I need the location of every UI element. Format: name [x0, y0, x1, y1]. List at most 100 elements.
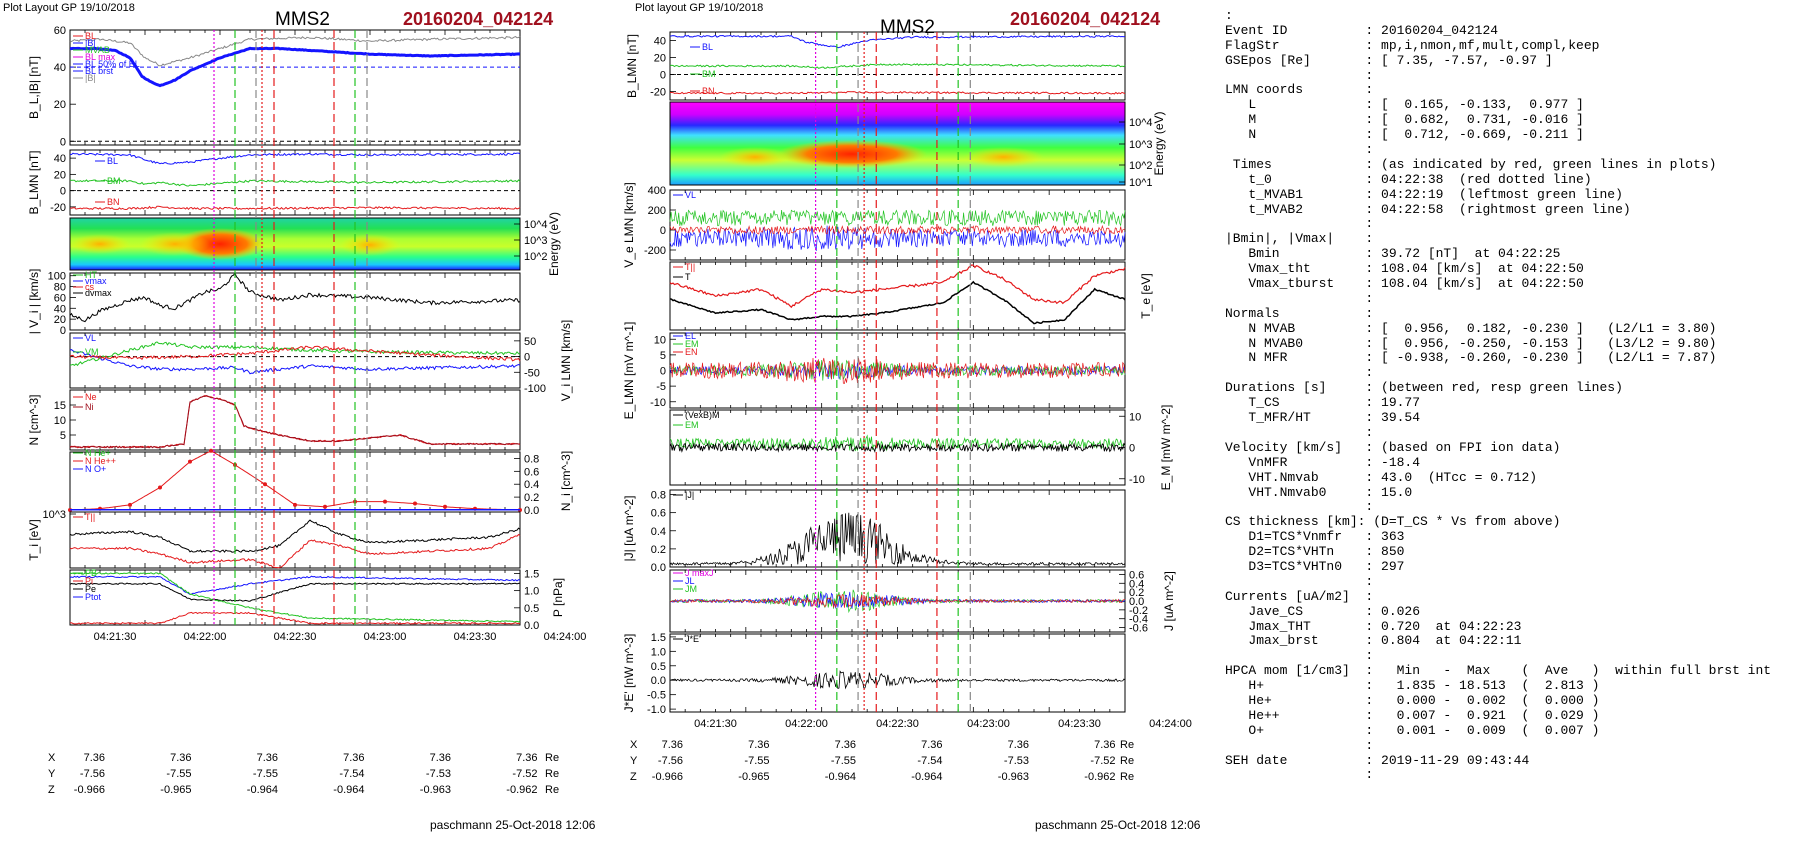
info-line: N : [ 0.712, -0.669, -0.211 ]: [1225, 127, 1584, 143]
y-tick-label: 0: [60, 136, 66, 148]
y-tick-label: -100: [524, 383, 546, 395]
legend-label: BM: [702, 69, 716, 79]
info-line: N MFR : [ -0.938, -0.260, -0.230 ] (L2/L…: [1225, 350, 1717, 366]
data-point: [443, 504, 447, 509]
legend-label: VM: [85, 347, 99, 357]
series-tpar: [69, 519, 521, 553]
panel-density: [69, 389, 521, 451]
series-en: [669, 357, 1126, 384]
y-tick-label: -0.2: [1129, 605, 1148, 617]
time-tick-label: 04:22:00: [785, 718, 828, 730]
info-line: D1=TCS*Vnmfr : 363: [1225, 529, 1405, 545]
position-value: -7.52: [1090, 755, 1116, 767]
time-tick-label: 04:24:00: [544, 631, 587, 643]
legend-label: (VexB)M: [685, 410, 720, 420]
legend-label: JL: [685, 576, 695, 586]
y-axis-label: B_L,|B| [nT]: [27, 56, 41, 119]
info-line: Jave_CS : 0.026: [1225, 603, 1421, 619]
y-tick-label: 0.0: [651, 675, 666, 687]
y-tick-label: 20: [54, 169, 66, 181]
position-row-label: X: [48, 752, 56, 764]
electron-spectrogram-hotspot: [777, 140, 927, 168]
series-tperp: [69, 533, 521, 569]
legend-label: MVAB: [85, 45, 110, 55]
y-axis-label: N_i [cm^-3]: [559, 451, 573, 511]
info-line: Jmax_brst : 0.804 at 04:22:11: [1225, 633, 1522, 649]
y-tick-label: 0.4: [524, 479, 539, 491]
info-line: N MVAB : [ 0.956, 0.182, -0.230 ] (L2/L1…: [1225, 320, 1717, 336]
info-line: :: [1225, 767, 1374, 783]
legend-label: Pe: [85, 584, 96, 594]
info-line: t_MVAB2 : 04:22:58 (rightmost green line…: [1225, 201, 1631, 217]
info-line: LMN coords :: [1225, 82, 1374, 98]
legend-label: Ptot: [85, 592, 102, 602]
position-value: 7.36: [343, 752, 365, 764]
series-VL: [69, 349, 521, 375]
series-tepar: [669, 264, 1126, 309]
position-value: 7.36: [921, 739, 943, 751]
info-line: VHT.Nmvab : 43.0 (HTcc = 0.712): [1225, 469, 1538, 485]
y-axis-label: |J| [uA m^-2]: [622, 496, 636, 562]
y-tick-label: -10: [650, 397, 666, 409]
legend-label: JM: [685, 584, 697, 594]
legend-label: J*E': [685, 634, 701, 644]
y-tick-label: 0.0: [651, 562, 666, 574]
y-tick-label: -0.6: [1129, 623, 1148, 635]
y-tick-label: 0: [60, 186, 66, 198]
series-Ptot: [69, 572, 521, 623]
y-tick-label: 10^4: [1129, 117, 1153, 129]
series-em2: [669, 434, 1126, 452]
info-line: Event ID : 20160204_042124: [1225, 22, 1499, 38]
info-line: Normals :: [1225, 305, 1374, 321]
data-point: [293, 502, 297, 507]
position-value: 7.36: [1007, 739, 1029, 751]
info-line: Vmax_tburst : 108.04 [km/s] at 04:22:50: [1225, 276, 1584, 292]
electron-spectrogram-warm: [963, 147, 1044, 167]
right-event-title: 20160204_042124: [1010, 9, 1161, 29]
right-spacecraft-title: MMS2: [880, 17, 935, 38]
y-axis-label: E_M [mW m^-2]: [1159, 405, 1173, 491]
y-axis-label: | V_i | [km/s]: [27, 269, 41, 335]
y-tick-label: 1.5: [651, 632, 666, 644]
legend-label: VL: [685, 190, 696, 200]
panel-je: [669, 633, 1126, 713]
y-tick-label: 0.0: [524, 620, 539, 632]
position-value: -7.53: [1003, 755, 1029, 767]
info-line: |Bmin|, |Vmax| :: [1225, 231, 1374, 247]
legend-label: N He+: [85, 448, 111, 458]
y-tick-label: 1.0: [524, 586, 539, 598]
series-vi: [69, 271, 521, 323]
legend-label: dvmax: [85, 288, 112, 298]
position-value: -7.55: [166, 768, 192, 780]
legend-label: N He++: [85, 456, 116, 466]
y-axis-label: Energy (eV): [1152, 111, 1166, 175]
y-tick-label: 0.5: [651, 661, 666, 673]
y-tick-label: 10: [54, 415, 66, 427]
position-value: -0.966: [73, 784, 105, 796]
position-value: 7.36: [748, 739, 770, 751]
y-tick-label: 80: [54, 282, 66, 294]
info-line: He++ : 0.007 - 0.921 ( 0.029 ): [1225, 707, 1600, 723]
position-value: -7.54: [917, 755, 943, 767]
legend-label: EM: [685, 420, 699, 430]
y-tick-label: 1.5: [524, 568, 539, 580]
y-tick-label: 60: [54, 292, 66, 304]
info-line: T_MFR/HT : 39.54: [1225, 410, 1421, 426]
y-axis-label: P [nPa]: [551, 578, 565, 617]
series-Pi: [69, 582, 521, 602]
info-line: :: [1225, 737, 1374, 753]
series-je: [669, 670, 1126, 690]
time-tick-label: 04:23:30: [1058, 718, 1101, 730]
info-line: HPCA mom [1/cm3] : Min - Max ( Ave ) wit…: [1225, 663, 1772, 679]
info-line: Vmax_tht : 108.04 [km/s] at 04:22:50: [1225, 261, 1584, 277]
info-line: Velocity [km/s] : (based on FPI ion data…: [1225, 439, 1561, 455]
info-line: SEH date : 2019-11-29 09:43:44: [1225, 752, 1530, 768]
position-value: -0.963: [419, 784, 451, 796]
series-BL: [669, 34, 1126, 49]
legend-label: EL: [685, 331, 696, 341]
y-tick-label: 0.4: [1129, 578, 1144, 590]
legend-label: PB: [85, 568, 97, 578]
series-jn: [669, 593, 1126, 609]
info-line: T_CS : 19.77: [1225, 395, 1421, 411]
y-tick-label: 10^3: [1129, 139, 1153, 151]
